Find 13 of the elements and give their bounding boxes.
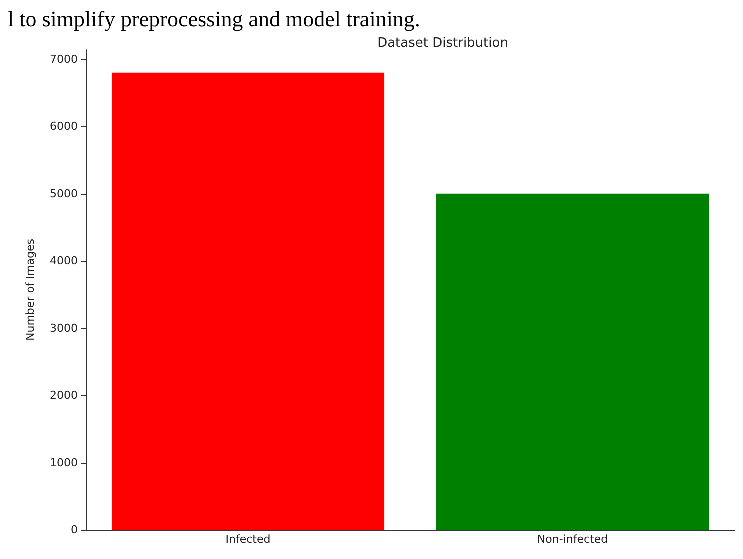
y-tick-label: 3000 <box>50 322 78 335</box>
x-tick-label: Infected <box>226 533 271 546</box>
text: l to simplify preprocessing and model training. <box>8 6 420 32</box>
y-tick-label: 5000 <box>50 187 78 200</box>
y-tick-label: 7000 <box>50 52 78 66</box>
y-tick-label: 1000 <box>50 456 78 470</box>
y-tick-label: 2000 <box>50 389 78 402</box>
y-tick-label: 6000 <box>50 120 78 134</box>
x-tick-label: Non-infected <box>537 533 608 546</box>
y-tick-label: 0 <box>71 524 78 536</box>
y-axis-title: Number of Images <box>24 238 37 341</box>
y-tick-label: 4000 <box>50 254 78 268</box>
chart-title: Dataset Distribution <box>378 36 508 51</box>
